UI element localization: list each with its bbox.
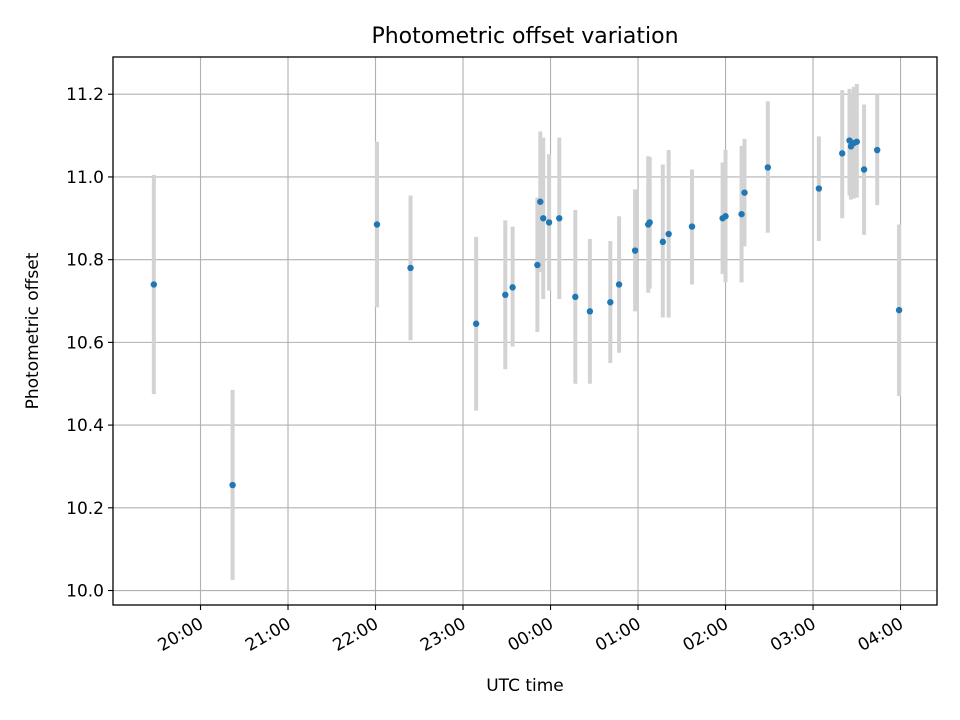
data-point	[537, 198, 544, 205]
y-tick-label: 10.8	[66, 251, 104, 271]
data-point	[534, 261, 541, 269]
data-point	[874, 146, 881, 154]
grid-layer	[113, 57, 937, 605]
y-tick-label: 10.6	[66, 333, 104, 353]
x-tick-label: 20:00	[155, 614, 207, 656]
data-point	[407, 264, 414, 272]
data-point	[853, 138, 860, 145]
x-tick-label: 02:00	[680, 614, 732, 656]
chart-title: Photometric offset variation	[371, 24, 678, 49]
x-tick-label: 23:00	[417, 614, 469, 656]
data-point	[572, 293, 579, 301]
y-tick-label: 10.4	[66, 416, 104, 436]
y-tick-label: 10.2	[66, 499, 104, 519]
x-tick-label: 03:00	[767, 614, 819, 656]
plot-frame	[112, 56, 938, 606]
data-point	[545, 219, 553, 226]
y-axis-label: Photometric offset	[23, 252, 43, 409]
x-tick-label: 21:00	[242, 614, 294, 656]
y-tick-layer: 10.0 10.2 10.4 10.6 10.8 11.0 11.2	[66, 85, 113, 602]
data-point	[472, 320, 480, 327]
data-point	[722, 213, 729, 220]
y-tick-label: 10.0	[66, 582, 104, 602]
data-point	[665, 230, 672, 238]
x-tick-label: 22:00	[330, 614, 382, 656]
data-point	[556, 215, 563, 222]
data-point	[373, 221, 381, 228]
data-point	[815, 185, 823, 192]
data-point	[659, 238, 667, 246]
data-point	[540, 215, 547, 222]
x-tick-label: 04:00	[855, 614, 907, 656]
data-point	[764, 164, 772, 171]
data-point	[646, 219, 653, 226]
data-point	[688, 223, 696, 230]
data-point	[895, 306, 903, 314]
x-tick-layer: 20:00 21:00 22:00 23:00 00:00 01:00 02:00 03:00…	[155, 605, 907, 656]
data-point	[502, 291, 509, 299]
x-tick-label: 01:00	[592, 614, 644, 656]
y-tick-label: 11.2	[66, 85, 104, 105]
data-point	[150, 281, 158, 288]
y-tick-label: 11.0	[66, 168, 104, 188]
data-point	[738, 210, 745, 218]
data-point	[860, 166, 868, 173]
data-point	[229, 481, 236, 489]
data-point	[741, 189, 748, 196]
data-point	[839, 150, 846, 157]
data-point	[615, 281, 623, 288]
data-point	[509, 284, 516, 291]
data-point	[607, 299, 614, 306]
data-point	[586, 308, 594, 315]
errorbar-layer	[151, 83, 902, 581]
point-layer	[150, 137, 903, 489]
data-point	[631, 247, 639, 254]
x-tick-label: 00:00	[505, 614, 557, 656]
x-axis-label: UTC time	[486, 676, 564, 696]
